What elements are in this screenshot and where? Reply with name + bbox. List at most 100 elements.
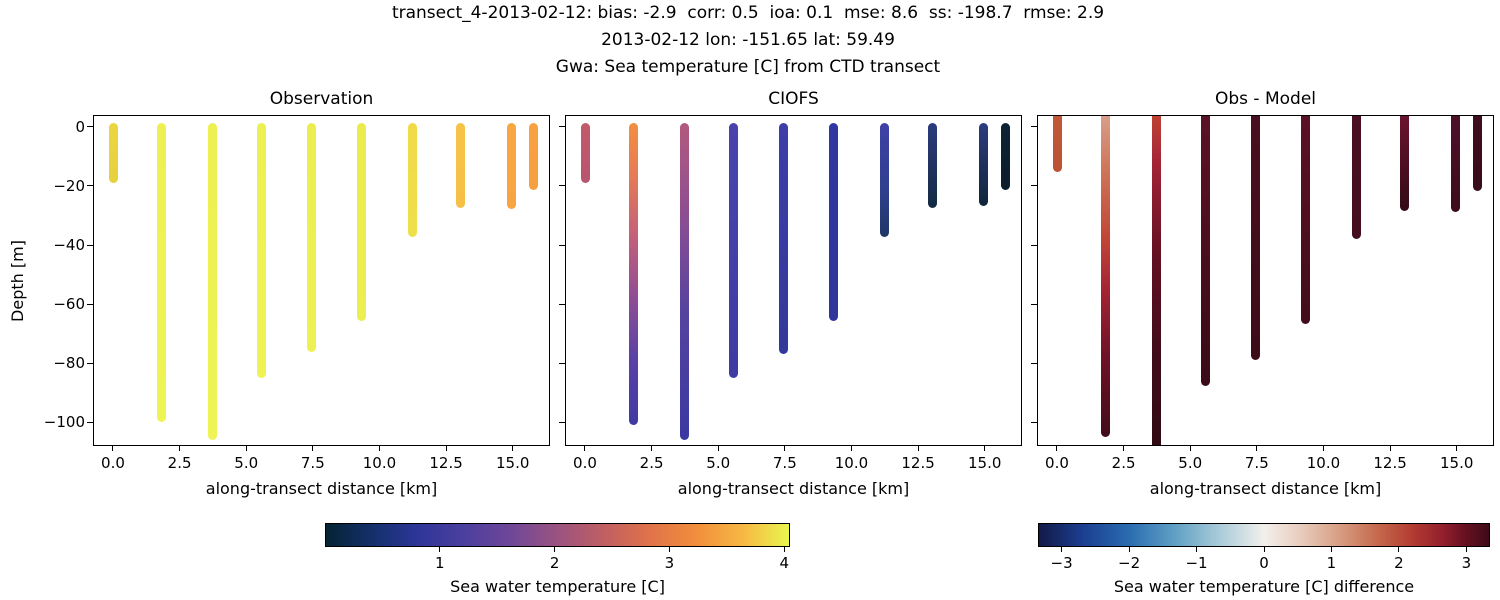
profile-bar (1001, 123, 1011, 190)
y-axis-tick (559, 303, 565, 305)
profile-bar (455, 123, 465, 208)
y-axis-tick (87, 185, 93, 187)
profile-bar (529, 123, 539, 190)
panel-title-observation: Observation (269, 89, 374, 109)
profile-bar (157, 123, 167, 422)
x-axis-tick-label: 12.5 (1373, 454, 1407, 472)
colorbar-label-temperature: Sea water temperature [C] (450, 577, 665, 596)
x-axis-tick-label: 5.0 (1178, 454, 1203, 472)
y-axis-tick-label: −40 (53, 236, 85, 255)
x-axis-tick-label: 2.5 (639, 454, 664, 472)
x-axis-tick (312, 446, 314, 451)
x-axis-tick-label: 2.5 (1111, 454, 1136, 472)
profile-bar (927, 123, 937, 208)
colorbar-tick (439, 547, 441, 552)
panel-observation (93, 115, 550, 446)
colorbar-tick-label: 3 (1461, 554, 1472, 572)
y-axis-tick-label: −20 (53, 176, 85, 195)
colorbar-tick (668, 547, 670, 552)
x-axis-tick (784, 446, 786, 451)
colorbar-tick (783, 547, 785, 552)
colorbar-tick-label: 4 (779, 554, 790, 572)
colorbar-temperature (325, 523, 790, 547)
x-axis-tick (112, 446, 114, 451)
profile-bar (1301, 116, 1311, 325)
x-axis-tick-label: 0.0 (1045, 454, 1069, 472)
y-axis-tick (1031, 421, 1037, 423)
y-axis-tick-label: −100 (43, 413, 85, 432)
panel-obs-model (1037, 115, 1494, 446)
y-axis-tick (559, 421, 565, 423)
profile-bar (778, 123, 788, 354)
y-axis-tick-label: −60 (53, 295, 85, 314)
x-axis-tick (651, 446, 653, 451)
y-axis-tick (559, 244, 565, 246)
profile-bar (829, 123, 839, 322)
figure-title-line-1: transect_4-2013-02-12: bias: -2.9 corr: … (391, 3, 1105, 23)
colorbar-tick-label: 1 (1326, 554, 1337, 572)
colorbar-tick-label: −3 (1050, 554, 1073, 572)
x-axis-tick (1123, 446, 1125, 451)
x-axis-label: along-transect distance [km] (205, 479, 438, 498)
x-axis-tick (1389, 446, 1391, 451)
y-axis-tick (1031, 303, 1037, 305)
profile-bar (257, 123, 267, 378)
y-axis-tick-label: 0 (75, 117, 85, 136)
x-axis-tick-label: 5.0 (706, 454, 731, 472)
x-axis-tick-label: 10.0 (834, 454, 869, 472)
colorbar-tick (1196, 547, 1198, 552)
x-axis-tick (850, 446, 852, 451)
x-axis-tick (584, 446, 586, 451)
x-axis-tick (512, 446, 514, 451)
y-axis-tick (559, 362, 565, 364)
y-axis-label: Depth [m] (8, 240, 27, 322)
colorbar-tick-label: −1 (1185, 554, 1208, 572)
x-axis-tick-label: 0.0 (101, 454, 125, 472)
profile-bar (208, 123, 218, 440)
profile-bar (306, 123, 316, 353)
colorbar-tick-label: 2 (1394, 554, 1404, 572)
x-axis-tick (984, 446, 986, 451)
profile-bar (1152, 116, 1162, 445)
profile-bar (1399, 116, 1409, 211)
colorbar-tick (1061, 547, 1063, 552)
profile-bar (1053, 116, 1063, 173)
x-axis-tick (717, 446, 719, 451)
profile-bar (1450, 116, 1460, 213)
x-axis-tick-label: 2.5 (167, 454, 192, 472)
x-axis-tick-label: 10.0 (362, 454, 397, 472)
x-axis-tick-label: 10.0 (1306, 454, 1341, 472)
profile-bar (1473, 116, 1483, 192)
profile-bar (506, 123, 516, 210)
x-axis-tick-label: 0.0 (573, 454, 597, 472)
profile-bar (1351, 116, 1361, 239)
colorbar-tick (1128, 547, 1130, 552)
x-axis-tick (1256, 446, 1258, 451)
panel-ciofs (565, 115, 1022, 446)
colorbar-tick (1398, 547, 1400, 552)
x-axis-tick (1456, 446, 1458, 451)
profile-bar (729, 123, 739, 378)
y-axis-tick (87, 244, 93, 246)
x-axis-tick (245, 446, 247, 451)
y-axis-tick (559, 185, 565, 187)
x-axis-tick-label: 15.0 (967, 454, 1002, 472)
y-axis-tick (87, 421, 93, 423)
x-axis-tick-label: 12.5 (429, 454, 463, 472)
y-axis-tick (1031, 185, 1037, 187)
profile-bar (680, 123, 690, 440)
profile-bar (109, 123, 119, 183)
x-axis-tick (1056, 446, 1058, 451)
x-axis-label: along-transect distance [km] (677, 479, 910, 498)
colorbar-tick (1263, 547, 1265, 552)
colorbar-tick (1465, 547, 1467, 552)
profile-bar (1201, 116, 1211, 387)
x-axis-tick-label: 15.0 (495, 454, 530, 472)
profile-bar (357, 123, 367, 322)
colorbar-tick-label: 1 (435, 554, 445, 572)
profile-bar (1101, 116, 1111, 437)
colorbar-tick-label: 0 (1259, 554, 1269, 572)
x-axis-tick-label: 5.0 (234, 454, 259, 472)
x-axis-tick (179, 446, 181, 451)
